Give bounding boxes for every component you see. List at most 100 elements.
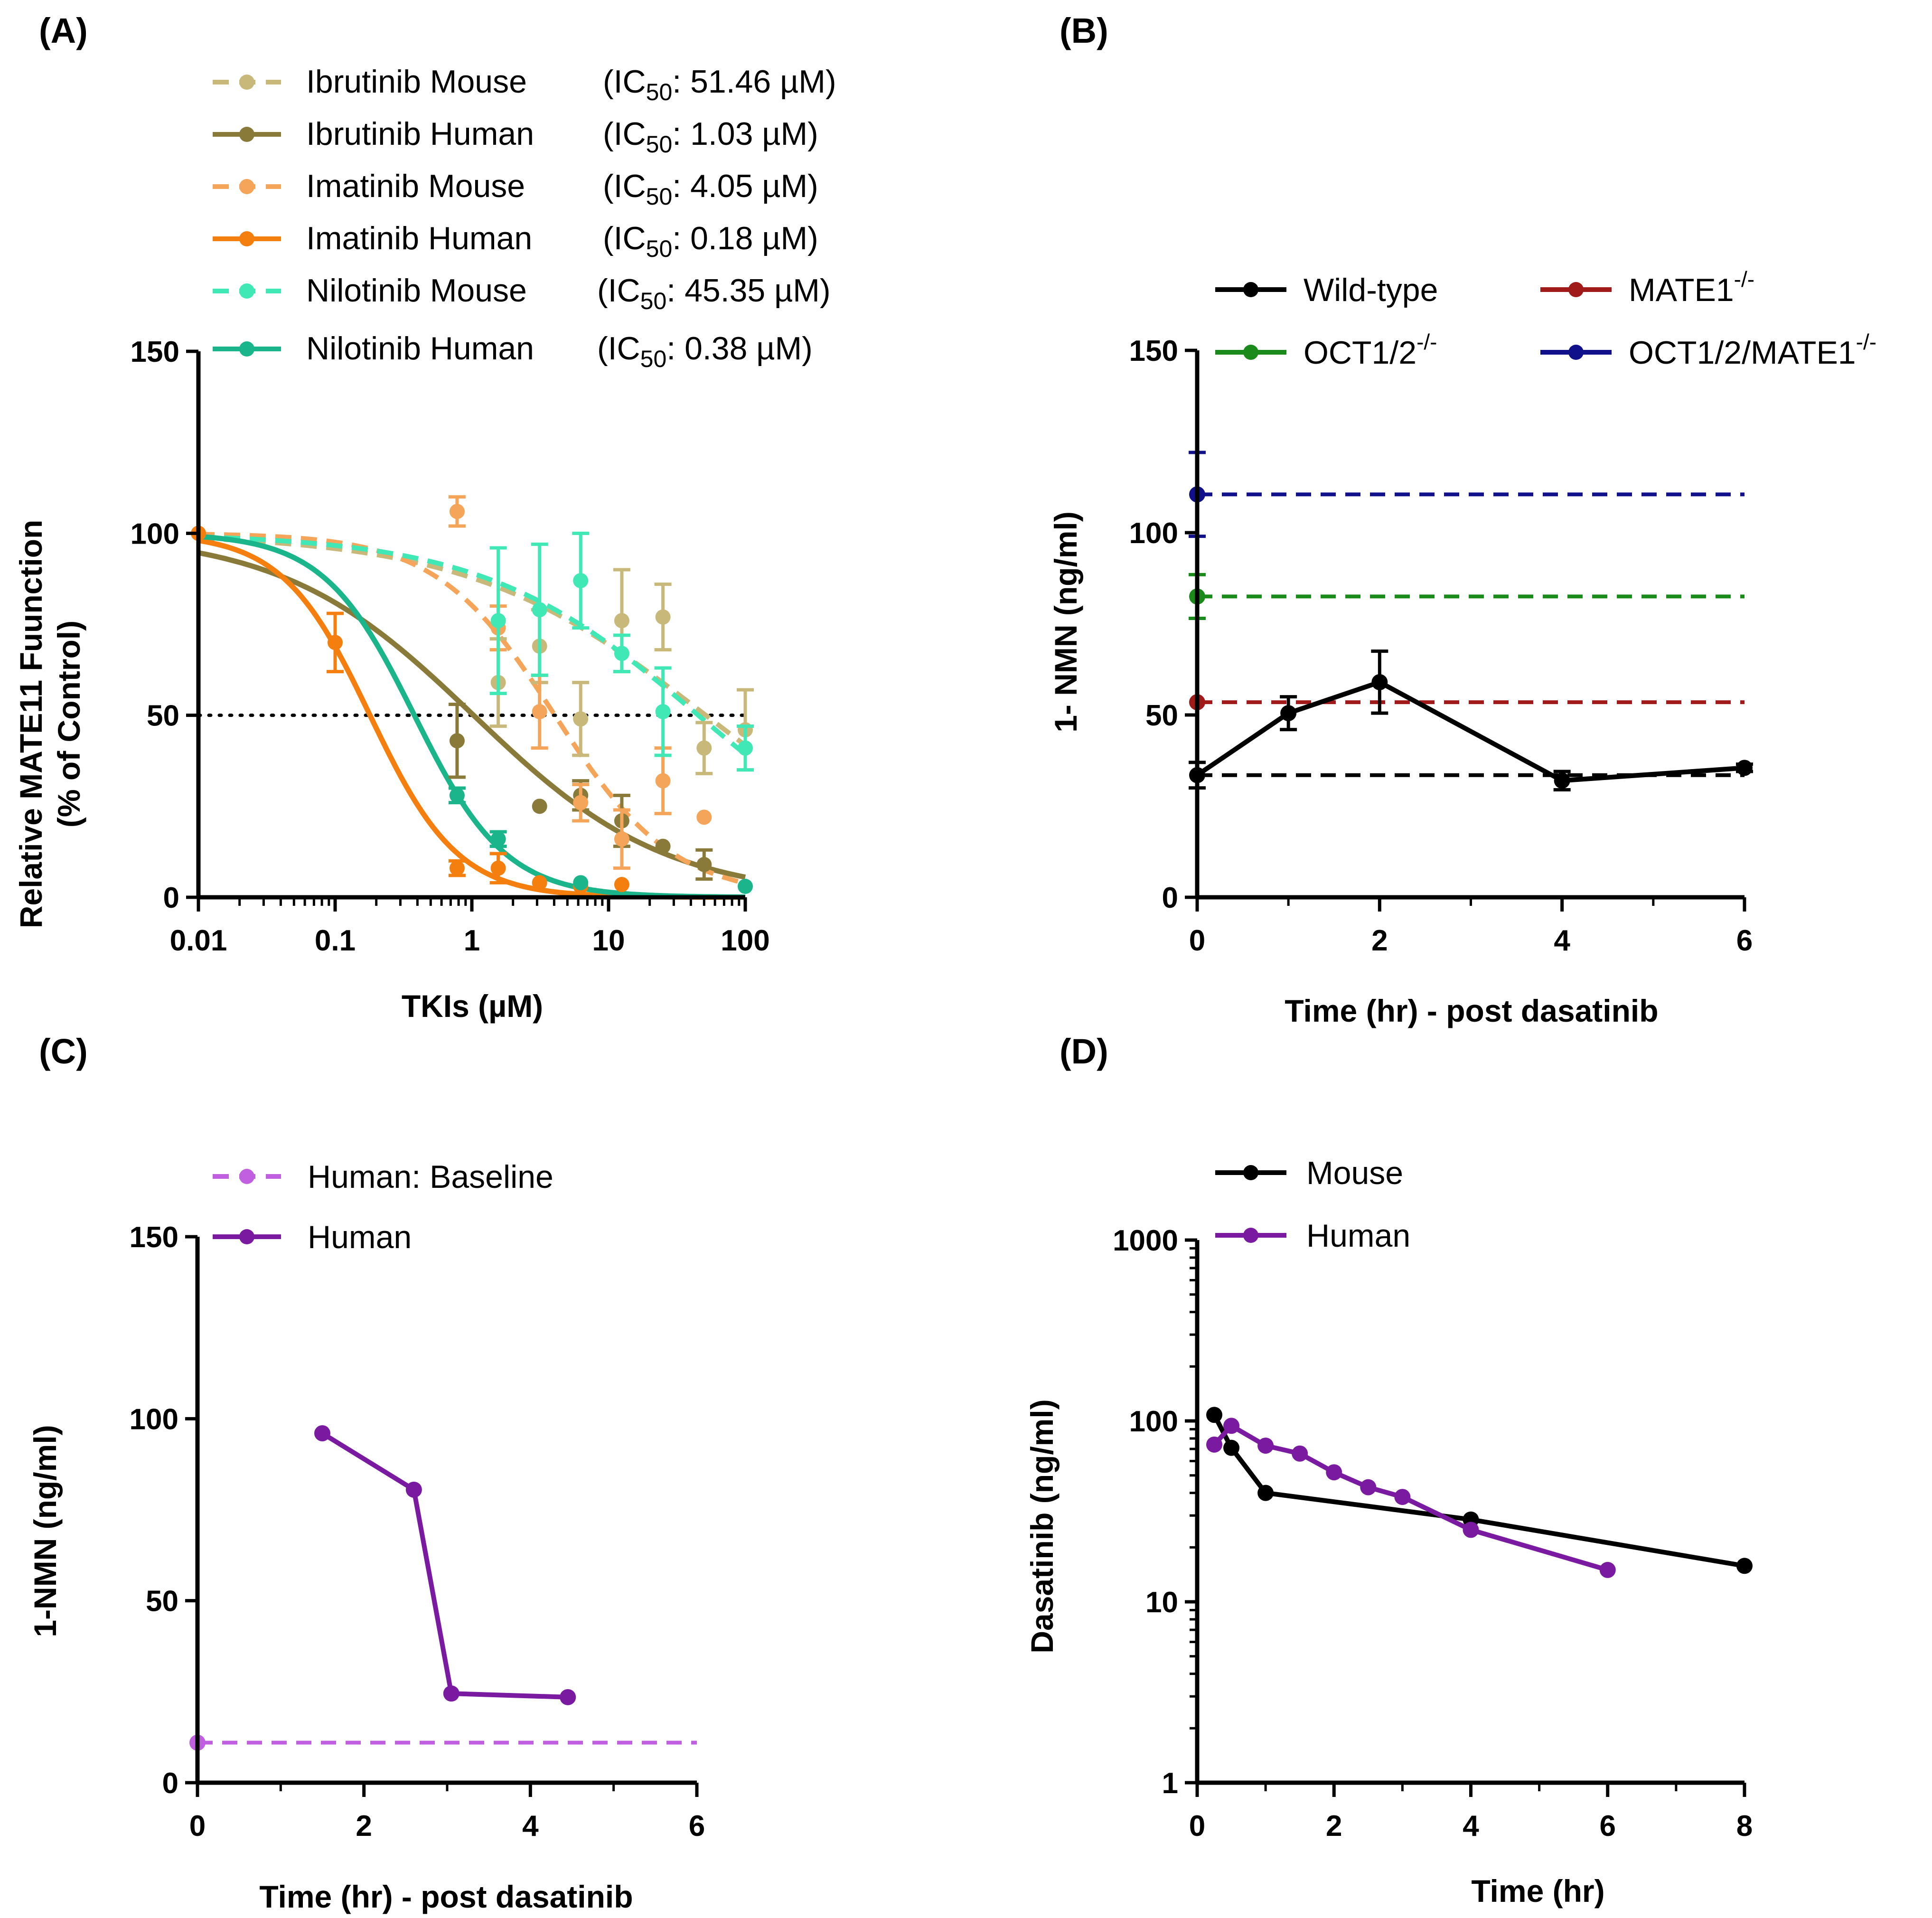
panel-a-x-axis-title: TKIs (µM): [402, 988, 543, 1024]
panel-d-x-axis-title: Time (hr): [1471, 1873, 1604, 1909]
legend-marker-0: [1243, 1165, 1258, 1180]
point-nilotinib-human-0: [449, 788, 465, 803]
legend-label-0: Human: Baseline: [308, 1159, 553, 1195]
y-tick-label: 1000: [1113, 1224, 1178, 1257]
legend-ic50-3: (IC50: 0.18 µM): [603, 220, 818, 262]
series-human-1-point-0: [1206, 1436, 1223, 1453]
fit-curve-ibrutinib-human: [197, 550, 746, 880]
point-nilotinib-mouse-5: [738, 740, 753, 756]
point-ibrutinib-mouse-4: [655, 609, 671, 625]
series-human-1-point-4: [1326, 1464, 1342, 1481]
legend-label-5: Nilotinib Human: [306, 330, 534, 367]
panel-d-legend: Mouse Human: [1215, 1155, 1410, 1254]
point-ibrutinib-mouse-5: [696, 740, 712, 756]
series-human-1-point-3: [1292, 1445, 1308, 1462]
panel-c-x-axis-title: Time (hr) - post dasatinib: [259, 1879, 633, 1914]
legend-marker-2: [239, 179, 254, 194]
x-tick-label: 100: [721, 924, 769, 957]
legend-label-0: Ibrutinib Mouse: [306, 64, 527, 100]
legend-ic50-1: (IC50: 1.03 µM): [603, 116, 818, 158]
y-tick-label: 1: [1162, 1767, 1178, 1800]
legend-marker-1: [1243, 1228, 1258, 1243]
panel-a-y-axis-title-2: (% of Control): [51, 621, 86, 827]
panel-a-legend: Ibrutinib Mouse (IC50: 51.46 µM) Ibrutinib…: [213, 64, 836, 372]
y-tick-label: 150: [131, 336, 179, 368]
point-nilotinib-mouse-4: [655, 704, 671, 719]
point-ibrutinib-human-1: [532, 799, 547, 814]
x-tick-label: 6: [1736, 924, 1753, 957]
panel-c-y-axis-title: 1-NMN (ng/ml): [28, 1425, 63, 1637]
point-nilotinib-mouse-0: [490, 613, 506, 629]
legend-marker-3: [1568, 345, 1584, 360]
x-tick-label: 2: [1326, 1810, 1342, 1843]
legend-label-0: Wild-type: [1304, 272, 1438, 308]
series-human-line: [321, 1431, 568, 1700]
legend-ic50-0: (IC50: 51.46 µM): [603, 64, 836, 105]
legend-marker-5: [239, 341, 254, 357]
point-ibrutinib-mouse-2: [573, 711, 589, 727]
x-tick-label: 0: [1189, 924, 1205, 957]
point-ibrutinib-human-0: [449, 733, 465, 749]
panel-d-chart: 1 10 100 1000 0 2 4 6 8 Mouse Human Time (hr) Das…: [1024, 1155, 1753, 1909]
series-human-point-1: [405, 1481, 422, 1498]
panel-b-y-axis-title: 1- NMN (ng/ml): [1048, 511, 1083, 733]
y-tick-label: 150: [130, 1221, 178, 1254]
legend-marker-0: [1243, 282, 1258, 297]
point-imatinib-mouse-6: [655, 773, 671, 789]
x-tick-label: 6: [1600, 1810, 1616, 1843]
x-tick-label: 10: [592, 924, 625, 957]
series-human-1-point-1: [1223, 1418, 1240, 1434]
panel-b-chart: 0 50 100 150 0 2 4 6 Wild-type MATE1-/- OCT1/2-/-…: [1048, 267, 1876, 1028]
legend-label-1: Ibrutinib Human: [306, 116, 534, 152]
legend-label-1: Human: [1306, 1218, 1410, 1254]
x-tick-label: 2: [356, 1810, 372, 1843]
point-nilotinib-mouse-3: [614, 646, 629, 661]
legend-label-3: OCT1/2/MATE1-/-: [1629, 329, 1876, 371]
x-tick-label: 2: [1371, 924, 1388, 957]
panel-c-lines: [189, 1425, 697, 1751]
series-wild-type-point-4: [1736, 760, 1753, 776]
y-tick-label: 50: [147, 700, 179, 733]
point-imatinib-mouse-3: [532, 704, 547, 719]
panel-a-axes: 0 50 100 150 0.01 0.1 1 10 100: [131, 336, 770, 957]
series-human-1-point-6: [1394, 1489, 1411, 1505]
point-imatinib-human-6: [614, 877, 629, 893]
point-ibrutinib-mouse-3: [614, 613, 629, 629]
point-nilotinib-mouse-2: [573, 573, 589, 588]
x-tick-label: 0: [1189, 1810, 1205, 1843]
series-human-1-point-8: [1599, 1561, 1616, 1578]
legend-marker-2: [1243, 345, 1258, 360]
point-ibrutinib-human-5: [696, 857, 712, 872]
y-tick-label: 100: [131, 517, 179, 550]
series-human-point-2: [443, 1685, 460, 1702]
series-human-1-point-7: [1463, 1522, 1479, 1538]
point-imatinib-mouse-4: [573, 795, 589, 810]
point-imatinib-human-4: [532, 875, 547, 891]
point-imatinib-mouse-1: [449, 504, 465, 519]
fit-curve-ibrutinib-mouse: [198, 536, 747, 747]
y-tick-label: 100: [130, 1403, 178, 1436]
panel-b-axes: 0 50 100 150 0 2 4 6: [1129, 335, 1753, 957]
x-tick-label: 0.01: [170, 924, 227, 957]
legend-marker-3: [239, 231, 254, 246]
series-human-1-point-2: [1257, 1438, 1274, 1454]
series-mouse-0-point-2: [1257, 1485, 1274, 1501]
point-imatinib-human-3: [490, 860, 506, 876]
fit-curve-nilotinib-mouse: [198, 534, 747, 756]
point-imatinib-mouse-5: [614, 831, 629, 847]
point-imatinib-human-1: [328, 635, 343, 650]
series-wild-type-point-2: [1371, 674, 1388, 690]
legend-marker-0: [239, 75, 254, 90]
panel-c-label: (C): [39, 1032, 88, 1071]
fit-curve-imatinib-mouse: [198, 532, 746, 886]
point-imatinib-mouse-7: [696, 809, 712, 825]
panel-d-lines: [1206, 1407, 1753, 1578]
x-tick-label: 6: [689, 1810, 705, 1843]
point-nilotinib-human-3: [738, 879, 753, 894]
legend-ic50-4: (IC50: 45.35 µM): [597, 273, 831, 314]
series-mouse-0-point-1: [1223, 1439, 1240, 1456]
panel-a-chart: 0 50 100 150 0.01 0.1 1 10 100 Ibrutinib Mouse (I…: [13, 64, 836, 1024]
panel-a-label: (A): [39, 11, 88, 50]
series-human-point-3: [560, 1689, 576, 1705]
